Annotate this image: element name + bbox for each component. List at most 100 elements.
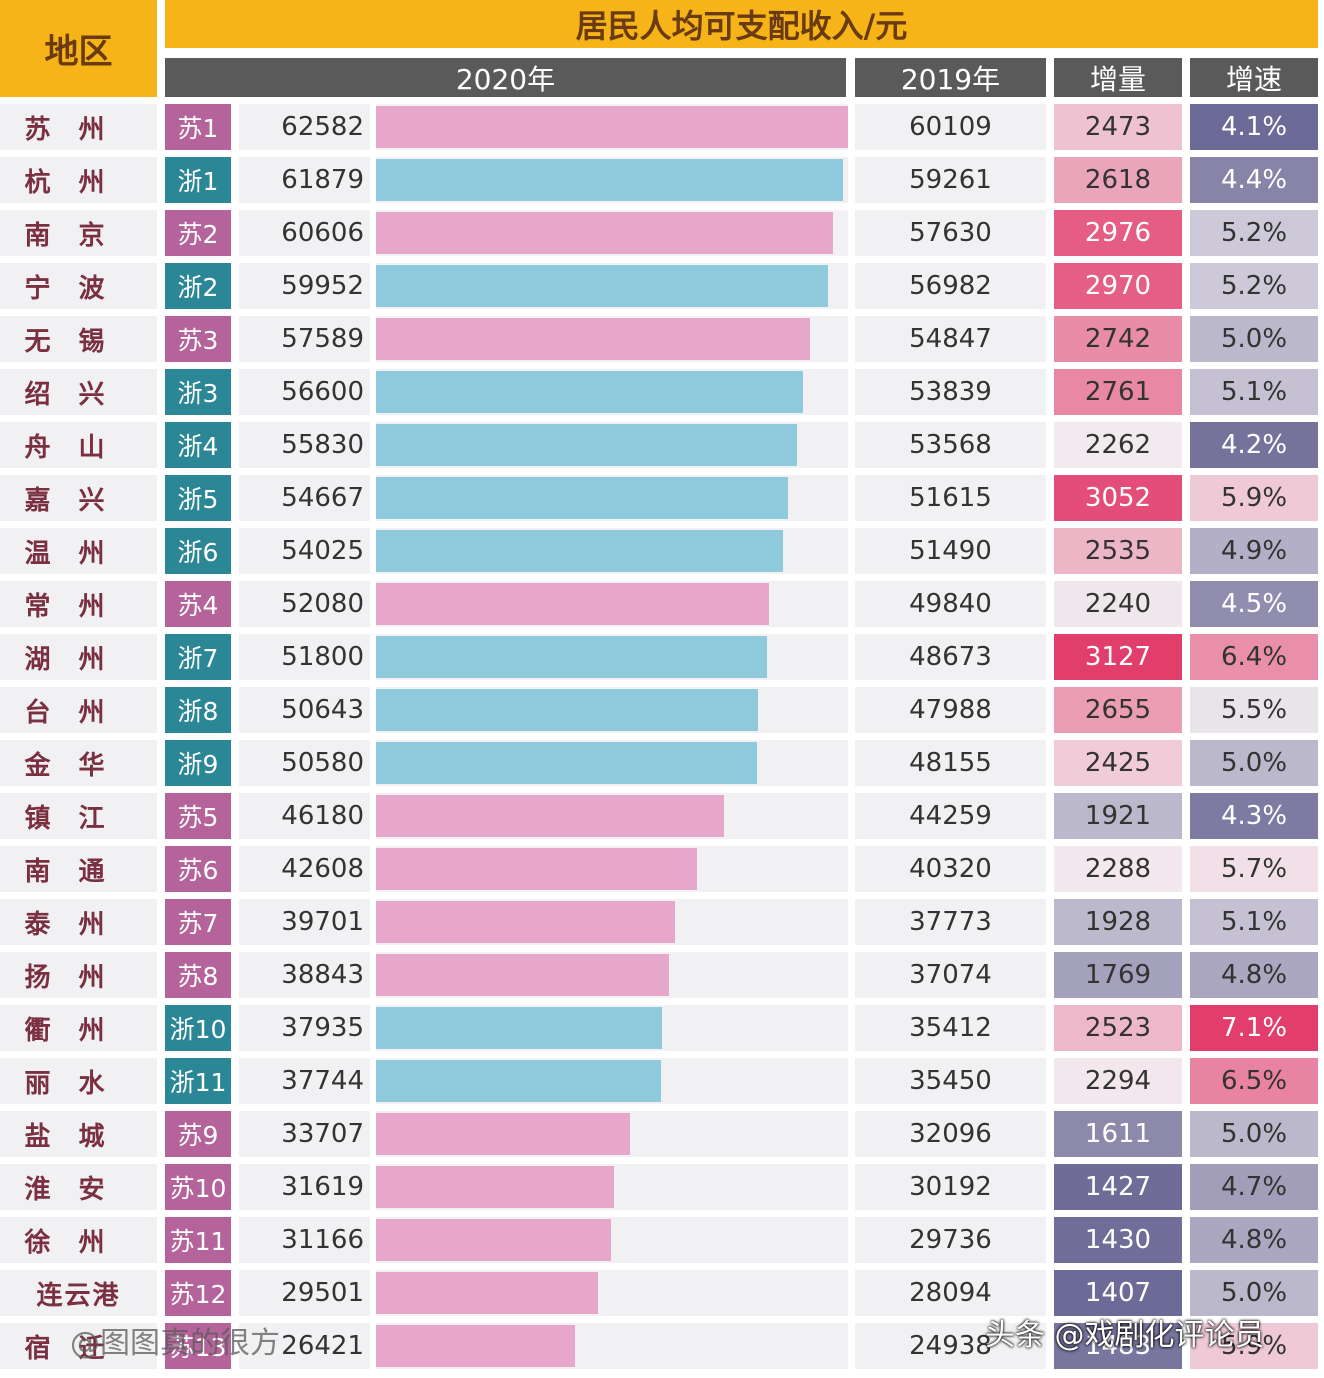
value-2020: 61879	[239, 157, 370, 203]
region-header: 地区	[0, 0, 157, 97]
increment: 2761	[1054, 369, 1182, 415]
region: 泰州	[0, 899, 157, 945]
bar	[376, 954, 669, 996]
rank-badge: 苏5	[165, 793, 231, 839]
bar	[376, 318, 811, 360]
bar	[376, 795, 725, 837]
value-2020: 51800	[239, 634, 370, 680]
rank-badge: 苏6	[165, 846, 231, 892]
value-2019: 44259	[855, 793, 1046, 839]
region: 衢州	[0, 1005, 157, 1051]
value-2020: 39701	[239, 899, 370, 945]
value-2019: 32096	[855, 1111, 1046, 1157]
bar	[376, 742, 758, 784]
region: 丽水	[0, 1058, 157, 1104]
region: 南通	[0, 846, 157, 892]
bar	[376, 212, 834, 254]
region: 盐城	[0, 1111, 157, 1157]
column-header: 增量	[1054, 58, 1182, 97]
rank-badge: 浙1	[165, 157, 231, 203]
increment: 2742	[1054, 316, 1182, 362]
rank-badge: 浙3	[165, 369, 231, 415]
bar	[376, 636, 767, 678]
column-header: 2020年	[165, 58, 846, 97]
value-2020: 55830	[239, 422, 370, 468]
region: 绍兴	[0, 369, 157, 415]
growth: 5.0%	[1190, 316, 1318, 362]
growth: 4.3%	[1190, 793, 1318, 839]
increment: 2240	[1054, 581, 1182, 627]
value-2019: 57630	[855, 210, 1046, 256]
region: 连云港	[0, 1270, 157, 1316]
value-2019: 54847	[855, 316, 1046, 362]
growth: 5.2%	[1190, 210, 1318, 256]
value-2019: 30192	[855, 1164, 1046, 1210]
rank-badge: 苏2	[165, 210, 231, 256]
growth: 5.0%	[1190, 740, 1318, 786]
rank-badge: 苏1	[165, 104, 231, 150]
increment: 2655	[1054, 687, 1182, 733]
bar	[376, 848, 698, 890]
growth: 5.9%	[1190, 1323, 1318, 1369]
value-2020: 52080	[239, 581, 370, 627]
increment: 1769	[1054, 952, 1182, 998]
region: 温州	[0, 528, 157, 574]
bar	[376, 530, 784, 572]
watermark: @图图真的很方	[70, 1326, 280, 1361]
bar	[376, 106, 848, 148]
region: 嘉兴	[0, 475, 157, 521]
growth: 7.1%	[1190, 1005, 1318, 1051]
rank-badge: 苏13	[165, 1323, 231, 1369]
rank-badge: 苏4	[165, 581, 231, 627]
region: 金华	[0, 740, 157, 786]
watermark: 头条 @戏剧化评论员	[985, 1318, 1265, 1353]
bar	[376, 1325, 576, 1367]
increment: 1430	[1054, 1217, 1182, 1263]
rank-badge: 苏8	[165, 952, 231, 998]
increment: 2262	[1054, 422, 1182, 468]
bar	[376, 424, 798, 466]
growth: 4.9%	[1190, 528, 1318, 574]
increment: 2473	[1054, 104, 1182, 150]
value-2019: 35450	[855, 1058, 1046, 1104]
value-2020: 56600	[239, 369, 370, 415]
value-2020: 46180	[239, 793, 370, 839]
rank-badge: 苏10	[165, 1164, 231, 1210]
increment: 2425	[1054, 740, 1182, 786]
increment: 2523	[1054, 1005, 1182, 1051]
value-2019: 29736	[855, 1217, 1046, 1263]
bar	[376, 583, 769, 625]
value-2020: 62582	[239, 104, 370, 150]
value-2020: 31166	[239, 1217, 370, 1263]
value-2020: 37935	[239, 1005, 370, 1051]
growth: 5.5%	[1190, 687, 1318, 733]
region: 台州	[0, 687, 157, 733]
growth: 5.7%	[1190, 846, 1318, 892]
bar	[376, 371, 803, 413]
value-2019: 47988	[855, 687, 1046, 733]
value-2019: 60109	[855, 104, 1046, 150]
rank-badge: 苏11	[165, 1217, 231, 1263]
bar	[376, 1113, 631, 1155]
value-2020: 37744	[239, 1058, 370, 1104]
increment: 1611	[1054, 1111, 1182, 1157]
region: 镇江	[0, 793, 157, 839]
value-2020: 33707	[239, 1111, 370, 1157]
bar	[376, 1219, 612, 1261]
value-2020: 59952	[239, 263, 370, 309]
value-2019: 53839	[855, 369, 1046, 415]
table-title: 居民人均可支配收入/元	[165, 0, 1318, 48]
value-2019: 37074	[855, 952, 1046, 998]
value-2020: 57589	[239, 316, 370, 362]
growth: 6.5%	[1190, 1058, 1318, 1104]
rank-badge: 浙2	[165, 263, 231, 309]
rank-badge: 苏3	[165, 316, 231, 362]
value-2019: 59261	[855, 157, 1046, 203]
value-2019: 48673	[855, 634, 1046, 680]
increment: 2535	[1054, 528, 1182, 574]
rank-badge: 浙5	[165, 475, 231, 521]
bar	[376, 159, 843, 201]
value-2019: 40320	[855, 846, 1046, 892]
growth: 6.4%	[1190, 634, 1318, 680]
bar	[376, 689, 758, 731]
